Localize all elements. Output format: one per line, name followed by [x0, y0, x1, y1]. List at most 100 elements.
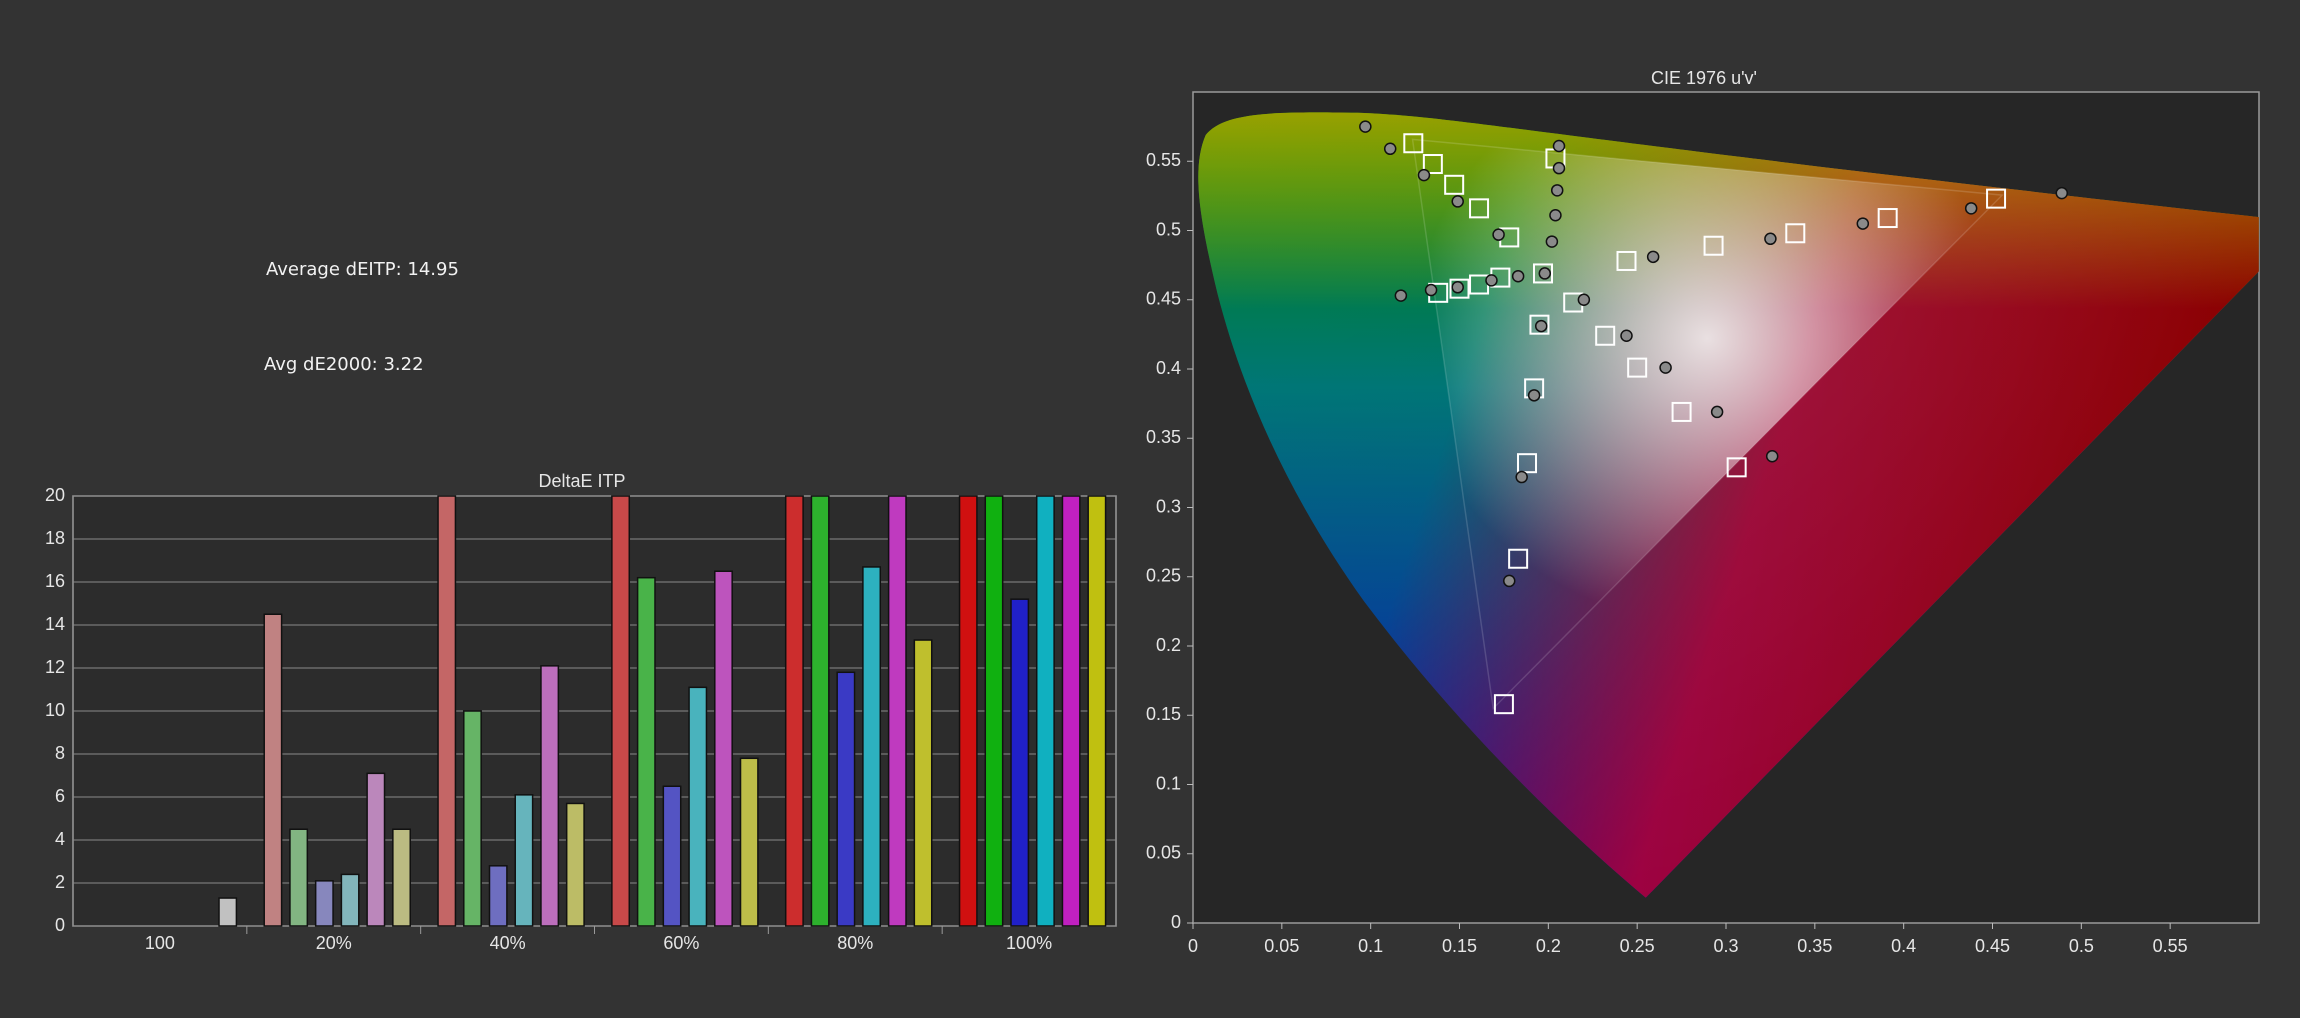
measured-point [1417, 168, 1431, 182]
bar [636, 576, 656, 927]
target-point [1703, 235, 1724, 256]
y-tick-label: 0.5 [1156, 219, 1181, 239]
bar [514, 794, 534, 927]
measured-point [1527, 389, 1541, 402]
x-tick-label: 0.15 [1442, 936, 1477, 956]
x-tick-label: 0 [1188, 936, 1198, 956]
target-point [1986, 188, 2007, 209]
bar [913, 639, 933, 927]
bar [739, 757, 759, 927]
target-point [1529, 314, 1550, 335]
target-point [1422, 154, 1443, 175]
y-tick-label: 4 [55, 829, 65, 849]
x-tick-label: 100% [1006, 933, 1052, 953]
bar [218, 897, 238, 927]
measured-point [1394, 289, 1408, 302]
y-tick-label: 18 [45, 528, 65, 548]
target-point [1595, 325, 1616, 346]
y-tick-label: 2 [55, 872, 65, 892]
bar [366, 772, 386, 927]
x-tick-label: 0.1 [1358, 936, 1383, 956]
chart-title: CIE 1976 u'v' [1651, 68, 1757, 88]
y-tick-label: 0.4 [1156, 358, 1181, 378]
y-tick-label: 0 [55, 915, 65, 935]
measured-point [1383, 142, 1397, 156]
measured-point [1534, 319, 1548, 333]
measured-point [1710, 405, 1724, 419]
measured-point [1765, 450, 1779, 463]
bar [1010, 598, 1030, 927]
bar [836, 671, 856, 927]
gamut-diagram [1198, 112, 2259, 898]
target-point [1444, 174, 1465, 195]
y-tick-label: 20 [45, 485, 65, 505]
measured-point [1552, 139, 1566, 153]
y-tick-label: 0.1 [1156, 773, 1181, 793]
target-point [1785, 223, 1806, 244]
bar [862, 566, 882, 927]
x-tick-label: 0.25 [1620, 936, 1655, 956]
x-tick-label: 0.4 [1891, 936, 1916, 956]
target-point [1449, 278, 1470, 299]
target-point [1469, 198, 1490, 219]
measured-point [1511, 269, 1525, 283]
measured-point [1359, 120, 1372, 133]
target-point [1726, 457, 1747, 478]
measured-point [1502, 574, 1516, 588]
bar [984, 495, 1004, 927]
measured-point [1550, 184, 1564, 197]
bar [565, 802, 585, 927]
x-tick-label: 0.05 [1264, 936, 1299, 956]
measured-point [1424, 283, 1438, 297]
avg-de2000: Avg dE2000: 3.22 [264, 354, 424, 375]
x-tick-label: 0.45 [1975, 936, 2010, 956]
bar [1087, 495, 1107, 927]
measured-point [2055, 186, 2069, 200]
measured-point [1485, 274, 1498, 287]
y-tick-label: 6 [55, 786, 65, 806]
bar [314, 880, 334, 927]
bar [488, 865, 508, 927]
target-point [1517, 453, 1538, 474]
chart-title: DeltaE ITP [538, 471, 625, 491]
bar [688, 686, 708, 927]
measured-point [1492, 228, 1505, 241]
y-tick-label: 14 [45, 614, 65, 634]
y-tick-label: 16 [45, 571, 65, 591]
measured-point [1549, 209, 1562, 222]
bar [340, 873, 360, 927]
y-tick-label: 0 [1171, 912, 1181, 932]
bar [810, 495, 830, 927]
bar [714, 570, 733, 927]
y-tick-label: 8 [55, 743, 65, 763]
x-tick-label: 0.55 [2153, 936, 2188, 956]
bar [784, 495, 804, 927]
bar [662, 785, 682, 927]
bar [463, 710, 482, 927]
x-tick-label: 40% [490, 933, 526, 953]
bar [263, 613, 283, 927]
x-tick-label: 0.35 [1797, 936, 1832, 956]
measured-point [1646, 250, 1660, 264]
y-tick-label: 12 [45, 657, 65, 677]
measured-point [1552, 161, 1566, 175]
target-point [1671, 401, 1692, 422]
target-point [1627, 357, 1648, 378]
measured-point [1764, 232, 1777, 246]
bar [289, 828, 309, 927]
bar [611, 495, 631, 927]
gamut-outline [1411, 138, 2004, 711]
x-tick-label: 20% [316, 933, 352, 953]
bar [1061, 495, 1081, 927]
target-point [1616, 250, 1637, 271]
bar [392, 828, 411, 927]
y-tick-label: 0.35 [1146, 427, 1181, 447]
measured-point [1964, 202, 1978, 215]
y-tick-label: 0.15 [1146, 704, 1181, 724]
target-point [1508, 548, 1529, 569]
target-point [1877, 208, 1898, 229]
measured-point [1659, 361, 1672, 374]
measured-point [1545, 235, 1559, 248]
